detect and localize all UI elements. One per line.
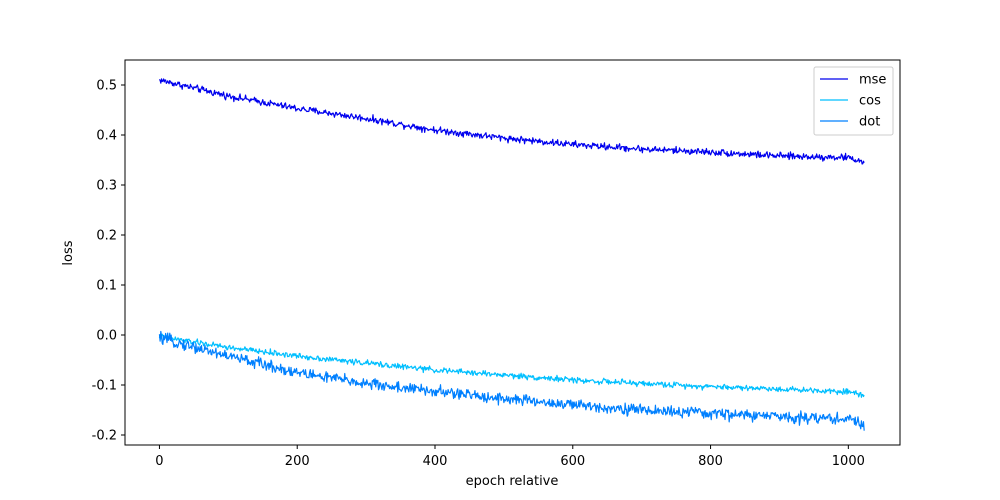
x-tick-label: 0 bbox=[155, 454, 163, 469]
y-tick-label: 0.2 bbox=[96, 229, 117, 244]
y-tick-label: -0.2 bbox=[92, 429, 117, 444]
series-line-mse bbox=[158, 78, 865, 165]
y-tick-label: 0.5 bbox=[96, 79, 117, 94]
x-tick-label: 400 bbox=[423, 454, 448, 469]
series-line-cos bbox=[158, 333, 865, 398]
series-layer bbox=[158, 78, 865, 431]
x-axis: 0 200 400 600 800 1000 bbox=[155, 445, 865, 469]
legend-label-mse: mse bbox=[859, 73, 886, 88]
plot-area bbox=[124, 59, 901, 446]
y-tick-label: 0.0 bbox=[96, 329, 117, 344]
x-tick-label: 1000 bbox=[832, 454, 865, 469]
y-axis: -0.2 -0.1 0.0 0.1 0.2 0.3 0.4 0.5 bbox=[92, 79, 125, 444]
legend-box bbox=[813, 66, 894, 136]
legend-label-dot: dot bbox=[859, 115, 880, 130]
y-tick-label: 0.1 bbox=[96, 279, 117, 294]
x-tick-label: 800 bbox=[698, 454, 723, 469]
y-axis-title: loss bbox=[61, 240, 76, 265]
plot-frame bbox=[124, 59, 901, 446]
y-tick-label: 0.3 bbox=[96, 179, 117, 194]
series-line-dot bbox=[158, 330, 865, 431]
x-axis-title: epoch relative bbox=[466, 474, 559, 489]
legend-label-cos: cos bbox=[859, 94, 881, 109]
x-tick-label: 200 bbox=[285, 454, 310, 469]
legend: mse cos dot bbox=[813, 66, 894, 136]
x-tick-label: 600 bbox=[560, 454, 585, 469]
y-tick-label: -0.1 bbox=[92, 379, 117, 394]
y-tick-label: 0.4 bbox=[96, 129, 117, 144]
